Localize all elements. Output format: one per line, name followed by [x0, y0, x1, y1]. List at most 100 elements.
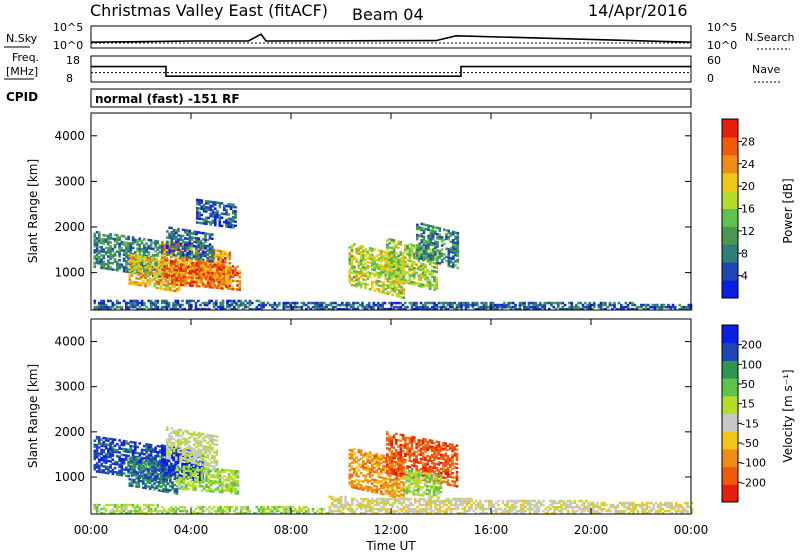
echo-cell: [386, 488, 390, 491]
echo-cell: [357, 266, 361, 270]
echo-cell: [428, 283, 432, 286]
echo-cell: [182, 279, 185, 283]
echo-cell: [167, 269, 171, 273]
echo-cell: [188, 254, 192, 257]
echo-cell: [162, 490, 165, 493]
echo-cell: [406, 467, 409, 470]
echo-cell: [176, 301, 180, 305]
echo-cell: [404, 244, 407, 247]
echo-cell: [248, 303, 252, 307]
echo-cell: [362, 253, 365, 257]
echo-cell: [198, 481, 202, 484]
echo-cell: [182, 483, 186, 487]
echo-cell: [193, 447, 196, 450]
echo-cell: [398, 274, 401, 278]
echo-cell: [176, 303, 180, 307]
echo-cell: [229, 203, 233, 206]
echo-cell: [415, 446, 418, 450]
echo-cell: [422, 252, 426, 255]
echo-cell: [197, 432, 201, 435]
echo-cell: [366, 479, 370, 482]
echo-cell: [218, 490, 222, 494]
echo-cell: [166, 284, 170, 287]
echo-cell: [152, 253, 155, 257]
echo-cell: [406, 252, 409, 256]
echo-cell: [208, 259, 212, 263]
echo-cell: [98, 239, 101, 242]
echo-cell: [309, 307, 313, 311]
echo-cell: [133, 262, 136, 265]
echo-cell: [151, 486, 154, 489]
echo-cell: [375, 267, 379, 270]
echo-cell: [227, 285, 230, 288]
echo-cell: [196, 478, 199, 482]
echo-cell: [359, 255, 363, 258]
echo-cell: [169, 288, 172, 292]
echo-cell: [182, 469, 186, 472]
echo-cell: [136, 301, 139, 305]
echo-cell: [234, 480, 238, 483]
echo-cell: [197, 241, 201, 244]
echo-cell: [176, 464, 179, 468]
echo-cell: [384, 292, 388, 295]
echo-cell: [145, 443, 148, 446]
echo-cell: [197, 440, 201, 443]
echo-cell: [198, 264, 201, 267]
echo-cell: [532, 303, 535, 307]
echo-cell: [626, 303, 630, 307]
echo-cell: [399, 277, 403, 281]
echo-cell: [568, 305, 571, 309]
echo-cell: [382, 283, 385, 286]
echo-cell: [454, 243, 457, 247]
echo-cell: [293, 305, 297, 309]
echo-cell: [227, 483, 231, 486]
echo-cell: [398, 490, 401, 493]
echo-cell: [232, 488, 235, 491]
echo-cell: [433, 270, 436, 273]
echo-cell: [133, 478, 136, 482]
echo-cell: [216, 470, 220, 473]
echo-cell: [217, 255, 220, 259]
echo-cell: [413, 462, 416, 465]
echo-cell: [131, 303, 135, 307]
echo-cell: [197, 252, 200, 255]
echo-cell: [422, 267, 425, 270]
echo-cell: [102, 465, 106, 468]
echo-cell: [397, 453, 400, 456]
echo-cell: [371, 255, 374, 259]
echo-cell: [371, 458, 374, 461]
echo-cell: [172, 473, 175, 476]
echo-cell: [198, 199, 201, 202]
echo-cell: [208, 458, 212, 461]
echo-cell: [370, 305, 373, 309]
echo-cell: [236, 492, 240, 495]
echo-cell: [353, 271, 356, 275]
echo-cell: [213, 455, 216, 458]
echo-cell: [233, 301, 236, 305]
echo-cell: [214, 217, 217, 221]
echo-cell: [199, 243, 203, 247]
echo-cell: [140, 262, 144, 265]
echo-cell: [232, 479, 235, 483]
echo-cell: [359, 253, 363, 256]
echo-cell: [353, 472, 356, 475]
echo-cell: [107, 465, 110, 469]
echo-cell: [368, 303, 371, 307]
echo-cell: [161, 262, 164, 265]
echo-cell: [442, 305, 445, 309]
echo-cell: [148, 262, 152, 266]
echo-cell: [166, 476, 170, 479]
echo-cell: [176, 453, 180, 456]
colorbar-tick-label: 20: [741, 180, 755, 193]
echo-cell: [228, 305, 232, 309]
echo-cell: [404, 452, 407, 456]
echo-cell: [390, 458, 394, 461]
echo-cell: [480, 307, 484, 311]
echo-cell: [202, 242, 205, 245]
echo-cell: [202, 273, 206, 276]
echo-cell: [137, 265, 141, 268]
echo-cell: [227, 264, 230, 268]
echo-cell: [440, 254, 444, 258]
echo-cell: [180, 269, 183, 272]
echo-cell: [255, 307, 259, 311]
